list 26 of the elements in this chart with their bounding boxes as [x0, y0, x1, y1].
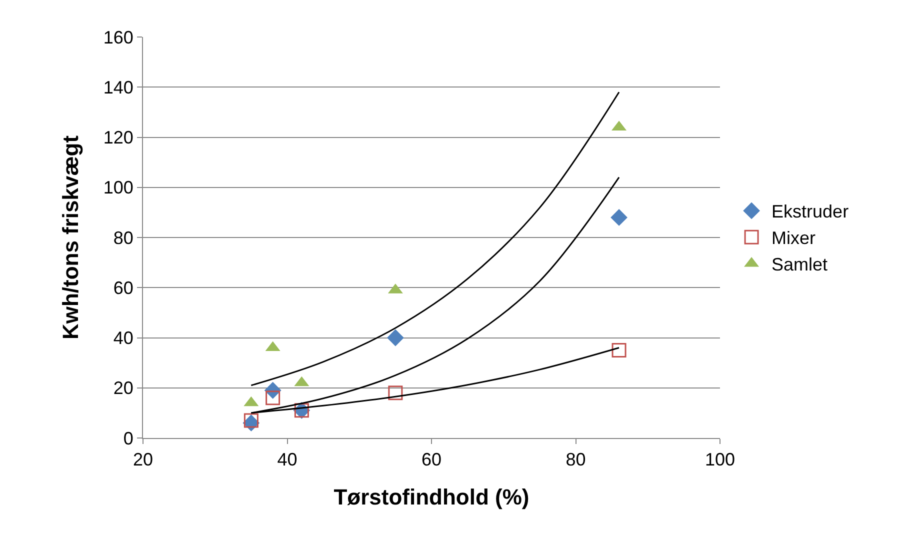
x-tick-label: 100 [704, 450, 736, 470]
y-tick-label: 120 [103, 128, 134, 148]
y-tick-label: 60 [113, 278, 134, 298]
legend-label: Mixer [772, 228, 816, 248]
y-tick-label: 80 [113, 228, 134, 248]
x-tick-label: 80 [566, 450, 586, 470]
y-tick-label: 160 [103, 27, 134, 48]
x-tick-label: 40 [277, 450, 298, 470]
legend-label: Samlet [772, 254, 828, 275]
x-tick-label: 20 [132, 450, 154, 470]
point [266, 390, 280, 406]
x-tick-label: 60 [421, 450, 442, 470]
y-tick-label: 20 [113, 378, 134, 398]
line-series [250, 91, 620, 386]
point [386, 329, 404, 346]
y-tick-label: 140 [103, 77, 134, 98]
y-tick-label: 40 [113, 328, 134, 348]
x-axis-title: Tørstofindhold (%) [334, 484, 530, 510]
legend-label: Ekstruder [772, 202, 849, 222]
point [612, 343, 626, 358]
point [610, 209, 628, 226]
point [388, 386, 403, 400]
point [244, 413, 258, 428]
y-axis-title: Kwh/tons friskvægt [58, 134, 84, 340]
y-tick-label: 0 [123, 428, 134, 448]
y-tick-label: 100 [103, 178, 134, 198]
